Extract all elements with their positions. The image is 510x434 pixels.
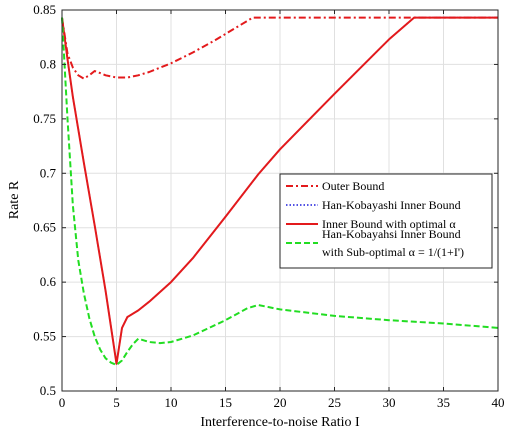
series-line-0 <box>61 16 498 80</box>
y-tick-label: 0.7 <box>40 165 57 180</box>
x-tick-label: 25 <box>328 395 341 410</box>
legend-box <box>279 173 493 269</box>
x-tick-label: 5 <box>113 395 120 410</box>
y-tick-label: 0.75 <box>33 111 56 126</box>
x-tick-label: 20 <box>274 395 287 410</box>
y-tick-label: 0.85 <box>33 2 56 17</box>
ticks: 0 5 10 15 20 25 30 35 40 0.5 0.55 0.6 0.65 0.7 0.75 0.8… <box>33 2 504 410</box>
x-tick-label: 15 <box>219 395 232 410</box>
y-tick-label: 0.65 <box>33 220 56 235</box>
y-tick-label: 0.55 <box>33 329 56 344</box>
x-axis-label: Interference-to-noise Ratio I <box>200 415 360 430</box>
series-line-3 <box>61 17 499 366</box>
x-tick-label: 10 <box>165 395 178 410</box>
x-tick-label: 40 <box>492 395 505 410</box>
legend-label-3: Han-Kobayahsi Inner Bound <box>322 227 461 241</box>
x-tick-label: 35 <box>437 395 450 410</box>
legend-label-0: Outer Bound <box>322 179 384 193</box>
y-axis-label: Rate R <box>7 180 22 219</box>
legend-label-3: with Sub-optimal α = 1/(1+I') <box>322 245 464 259</box>
legend: Outer Bound Han-Kobayashi Inner Bound Inne… <box>279 173 493 269</box>
x-tick-label: 0 <box>59 395 66 410</box>
y-tick-label: 0.8 <box>40 56 56 71</box>
series-line-2 <box>61 16 498 365</box>
y-tick-label: 0.6 <box>40 274 57 289</box>
series-2-group <box>61 16 498 365</box>
legend-label-2: Inner Bound with optimal α <box>322 217 456 231</box>
x-tick-label: 30 <box>383 395 396 410</box>
series-3-group <box>61 17 499 366</box>
series-layer <box>61 16 499 366</box>
y-tick-label: 0.5 <box>40 383 56 398</box>
legend-label-1: Han-Kobayashi Inner Bound <box>322 198 461 212</box>
series-0-group <box>61 16 498 80</box>
